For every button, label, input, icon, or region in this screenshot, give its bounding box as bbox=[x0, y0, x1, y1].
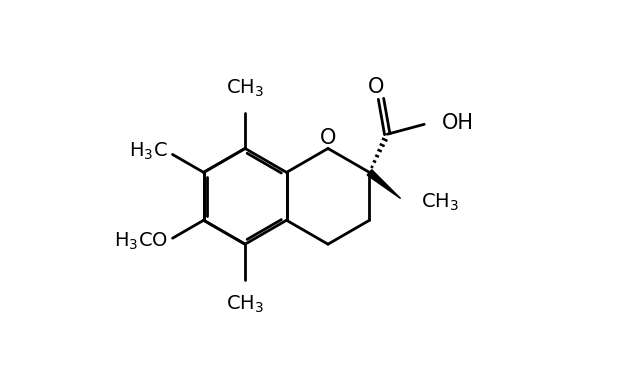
Text: H$_3$C: H$_3$C bbox=[129, 141, 168, 162]
Text: CH$_3$: CH$_3$ bbox=[226, 78, 264, 99]
Polygon shape bbox=[367, 170, 401, 199]
Text: H$_3$CO: H$_3$CO bbox=[113, 231, 168, 252]
Text: O: O bbox=[320, 128, 336, 148]
Text: OH: OH bbox=[442, 114, 474, 133]
Text: O: O bbox=[368, 77, 384, 97]
Text: CH$_3$: CH$_3$ bbox=[420, 191, 459, 212]
Text: CH$_3$: CH$_3$ bbox=[226, 293, 264, 315]
